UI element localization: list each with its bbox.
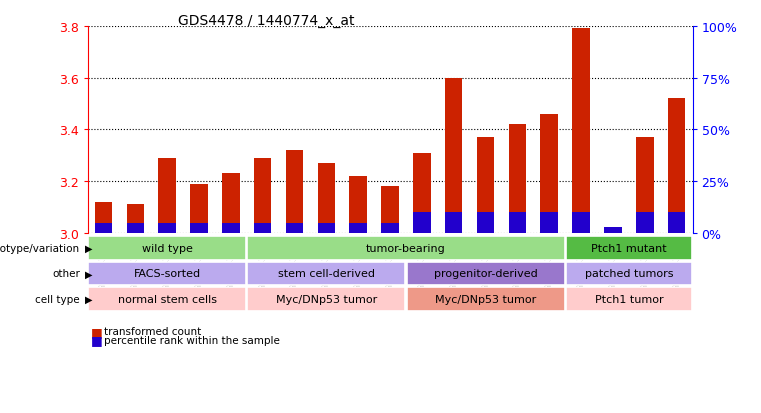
Bar: [381, 223, 399, 233]
Bar: [247, 287, 406, 311]
Bar: [190, 223, 208, 233]
Bar: [88, 287, 246, 311]
Text: ■: ■: [91, 325, 103, 338]
Bar: [572, 213, 590, 233]
Text: Ptch1 tumor: Ptch1 tumor: [594, 294, 663, 304]
Bar: [540, 213, 558, 233]
Text: Ptch1 mutant: Ptch1 mutant: [591, 243, 667, 253]
Bar: [668, 213, 686, 233]
Bar: [668, 99, 686, 233]
Text: normal stem cells: normal stem cells: [118, 294, 217, 304]
Bar: [540, 114, 558, 233]
Bar: [190, 184, 208, 233]
Bar: [572, 29, 590, 233]
Text: patched tumors: patched tumors: [584, 269, 673, 279]
Bar: [94, 202, 112, 233]
Text: stem cell-derived: stem cell-derived: [278, 269, 375, 279]
Bar: [565, 262, 692, 286]
Text: Myc/DNp53 tumor: Myc/DNp53 tumor: [435, 294, 537, 304]
Text: FACS-sorted: FACS-sorted: [134, 269, 201, 279]
Bar: [285, 151, 303, 233]
Bar: [445, 213, 463, 233]
Text: ■: ■: [91, 333, 103, 347]
Text: GDS4478 / 1440774_x_at: GDS4478 / 1440774_x_at: [178, 14, 355, 28]
Bar: [477, 138, 495, 233]
Bar: [413, 213, 431, 233]
Text: ▶: ▶: [85, 294, 93, 304]
Text: transformed count: transformed count: [104, 327, 202, 337]
Bar: [126, 223, 144, 233]
Bar: [285, 223, 303, 233]
Bar: [636, 138, 654, 233]
Bar: [565, 236, 692, 260]
Text: genotype/variation: genotype/variation: [0, 243, 80, 253]
Bar: [126, 205, 144, 233]
Text: other: other: [52, 269, 80, 279]
Bar: [565, 287, 692, 311]
Bar: [317, 164, 335, 233]
Bar: [88, 236, 246, 260]
Bar: [254, 223, 272, 233]
Bar: [604, 227, 622, 233]
Text: cell type: cell type: [35, 294, 80, 304]
Text: wild type: wild type: [142, 243, 193, 253]
Bar: [413, 153, 431, 233]
Bar: [247, 236, 565, 260]
Bar: [222, 174, 240, 233]
Text: progenitor-derived: progenitor-derived: [434, 269, 537, 279]
Bar: [349, 223, 367, 233]
Bar: [477, 213, 495, 233]
Bar: [94, 223, 112, 233]
Bar: [88, 262, 246, 286]
Bar: [317, 223, 335, 233]
Bar: [604, 228, 622, 233]
Text: ▶: ▶: [85, 269, 93, 279]
Bar: [254, 159, 272, 233]
Bar: [508, 125, 526, 233]
Text: Myc/DNp53 tumor: Myc/DNp53 tumor: [275, 294, 377, 304]
Bar: [406, 287, 565, 311]
Bar: [508, 213, 526, 233]
Bar: [158, 223, 176, 233]
Bar: [406, 262, 565, 286]
Text: ▶: ▶: [85, 243, 93, 253]
Bar: [158, 159, 176, 233]
Bar: [247, 262, 406, 286]
Text: tumor-bearing: tumor-bearing: [366, 243, 446, 253]
Bar: [445, 78, 463, 233]
Bar: [381, 187, 399, 233]
Bar: [222, 223, 240, 233]
Bar: [636, 213, 654, 233]
Text: percentile rank within the sample: percentile rank within the sample: [104, 335, 280, 345]
Bar: [349, 177, 367, 233]
